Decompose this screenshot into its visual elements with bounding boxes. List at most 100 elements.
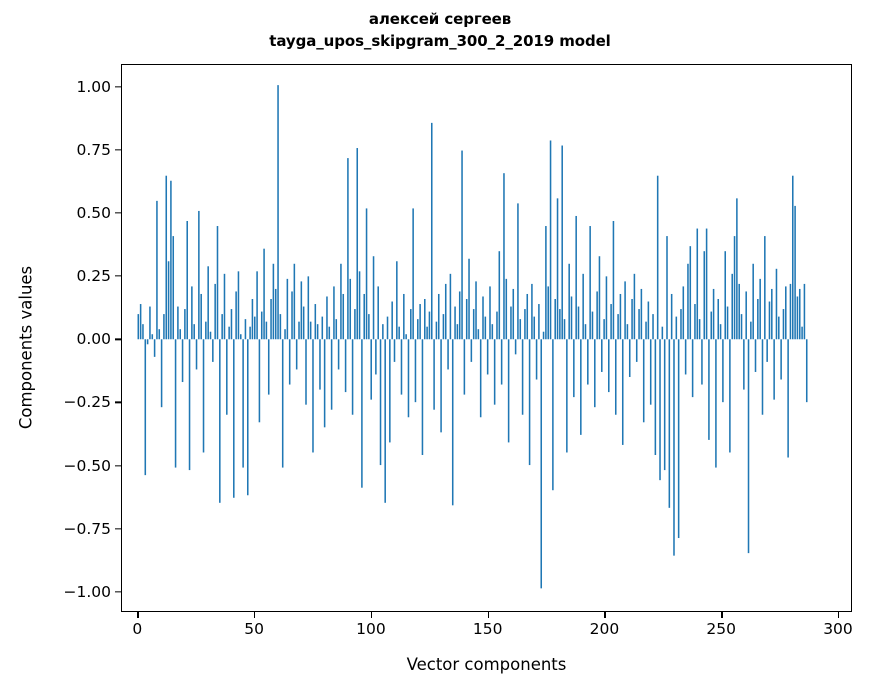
- bar: [479, 339, 482, 418]
- y-tick-label: −0.50: [63, 456, 112, 475]
- bar: [437, 293, 440, 340]
- bar: [368, 314, 370, 340]
- bar: [174, 339, 177, 468]
- bar: [633, 273, 636, 340]
- bar: [805, 339, 808, 403]
- bar: [486, 339, 489, 375]
- bar: [591, 311, 594, 340]
- x-tick-label: 200: [589, 620, 620, 638]
- bar: [747, 339, 750, 554]
- chart-title-line-2: tayga_upos_skipgram_300_2_2019 model: [269, 32, 611, 50]
- bar: [142, 324, 144, 340]
- bar: [298, 321, 300, 340]
- bar: [563, 319, 566, 340]
- bar: [454, 306, 456, 340]
- y-tick-label: 0.75: [76, 140, 111, 159]
- x-tick-mark: [370, 612, 373, 618]
- y-tick-label: 0.00: [76, 330, 111, 349]
- bar: [370, 339, 372, 400]
- bar: [694, 304, 696, 340]
- bar: [726, 306, 729, 340]
- bar: [219, 339, 221, 503]
- bar: [256, 271, 258, 340]
- bar: [608, 339, 610, 393]
- bar: [733, 236, 736, 340]
- bar: [400, 339, 403, 395]
- bar: [377, 286, 379, 340]
- bar: [398, 326, 400, 340]
- bar: [491, 324, 494, 340]
- bar: [144, 339, 147, 476]
- bar: [393, 339, 396, 362]
- bar: [351, 339, 354, 415]
- bar: [146, 339, 149, 345]
- bar: [656, 175, 659, 340]
- y-tick-mark: [115, 401, 121, 404]
- bar: [780, 339, 782, 380]
- chart-title: алексей сергеев tayga_upos_skipgram_300_…: [0, 8, 880, 52]
- bar: [645, 321, 647, 340]
- bar: [787, 339, 789, 458]
- bar: [347, 158, 349, 340]
- x-tick-mark: [721, 612, 723, 618]
- bar: [307, 276, 310, 340]
- bar: [661, 326, 664, 340]
- bar: [295, 339, 298, 370]
- bar: [540, 339, 543, 589]
- bar: [549, 140, 552, 340]
- bar: [794, 205, 796, 340]
- bar: [771, 288, 773, 340]
- bar: [566, 339, 568, 453]
- bar: [382, 324, 384, 340]
- bar: [410, 309, 412, 340]
- bar: [649, 339, 652, 405]
- bar: [167, 261, 170, 340]
- plot-axes: [121, 64, 852, 612]
- bar: [517, 203, 519, 340]
- bar: [153, 339, 156, 357]
- bar: [642, 339, 645, 423]
- y-tick-mark: [115, 86, 121, 88]
- bar: [316, 324, 319, 340]
- bar: [421, 339, 424, 456]
- bar: [496, 311, 498, 340]
- bar: [414, 339, 417, 403]
- bar: [309, 321, 312, 340]
- bar: [472, 309, 475, 340]
- bar: [270, 299, 272, 340]
- bar: [668, 339, 671, 508]
- bar: [349, 278, 352, 340]
- bar: [621, 339, 624, 445]
- bar: [631, 299, 633, 340]
- x-tick-mark: [604, 612, 606, 618]
- bar: [531, 283, 533, 340]
- bar: [698, 319, 701, 340]
- bar: [156, 200, 158, 340]
- bar: [614, 339, 617, 415]
- bar: [463, 339, 466, 395]
- bar: [575, 215, 577, 340]
- bar: [165, 175, 168, 340]
- bar: [524, 309, 526, 340]
- bar: [689, 246, 692, 340]
- bar: [251, 299, 254, 340]
- bar: [340, 263, 342, 340]
- bar-series: [137, 85, 808, 589]
- bar: [626, 324, 629, 340]
- bar: [722, 339, 724, 403]
- bar: [458, 291, 461, 340]
- bar: [363, 293, 365, 340]
- bar: [288, 339, 291, 385]
- bar: [193, 324, 195, 340]
- bar: [705, 228, 708, 340]
- bar: [384, 339, 386, 503]
- bar: [391, 301, 393, 340]
- bar: [729, 339, 731, 453]
- x-tick-label: 0: [132, 620, 143, 638]
- chart-title-line-1: алексей сергеев: [368, 10, 512, 28]
- bar: [321, 316, 324, 340]
- bar: [328, 326, 331, 340]
- x-tick-mark: [254, 612, 256, 618]
- bar: [570, 296, 573, 340]
- bar: [279, 314, 282, 340]
